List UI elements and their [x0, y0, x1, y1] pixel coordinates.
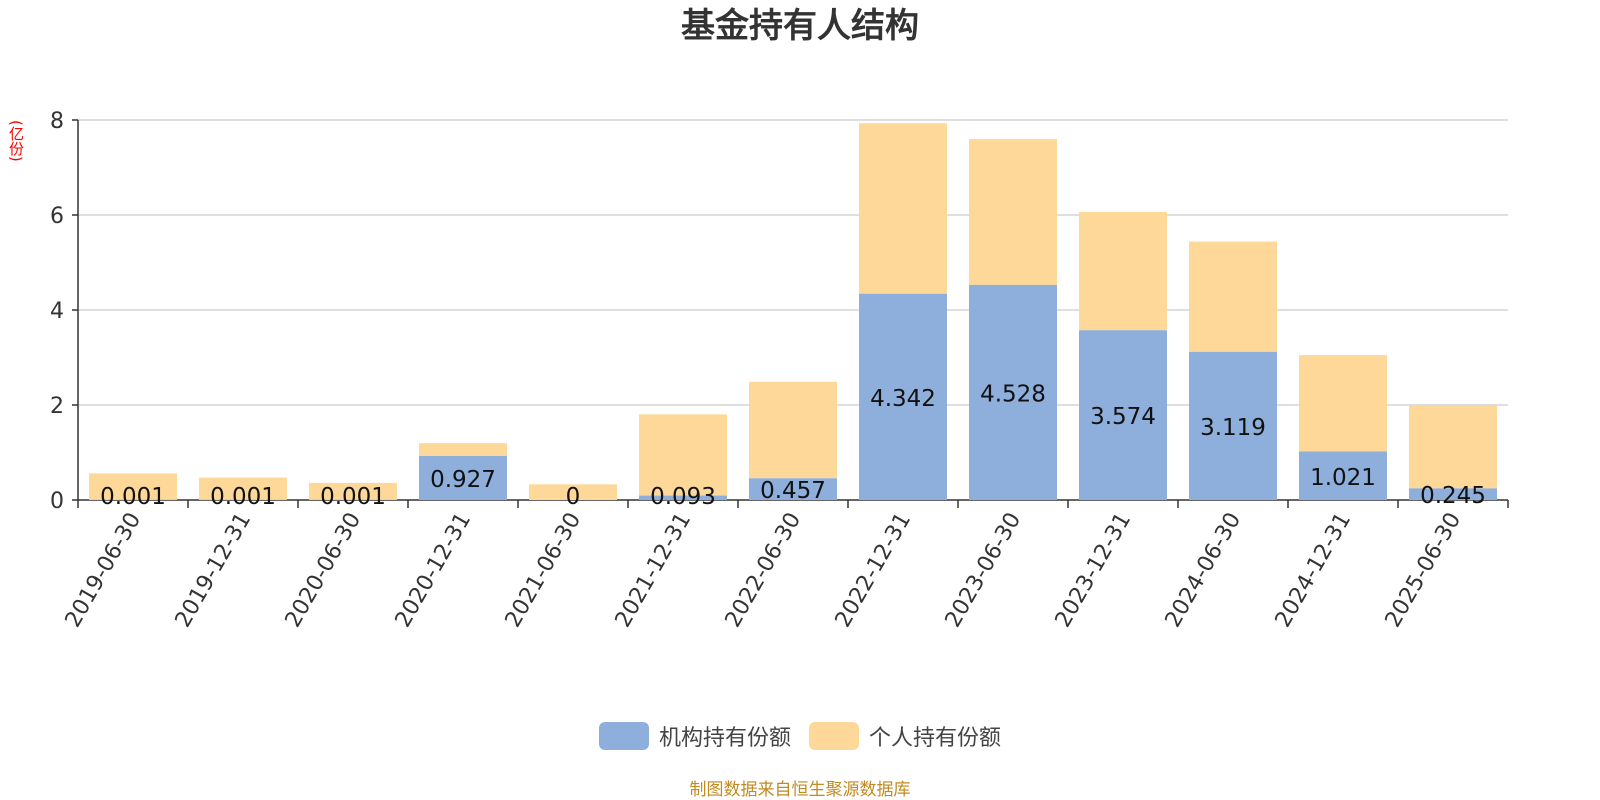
bar-individual — [199, 477, 287, 500]
legend-item-institution[interactable]: 机构持有份额 — [598, 720, 791, 752]
data-label-institution: 4.528 — [980, 381, 1046, 407]
x-tick-label: 2020-12-31 — [391, 509, 477, 632]
bar-individual — [89, 473, 177, 500]
x-tick-label: 2021-12-31 — [611, 509, 697, 632]
bar-individual — [1409, 405, 1497, 489]
data-label-institution: 0.001 — [100, 484, 166, 510]
y-tick-label: 6 — [50, 204, 64, 229]
y-tick-label: 0 — [50, 489, 64, 514]
y-tick-label: 4 — [50, 299, 64, 324]
data-label-institution: 0 — [566, 484, 581, 510]
data-label-institution: 4.342 — [870, 386, 936, 412]
bar-individual — [749, 381, 837, 479]
x-tick-label: 2020-06-30 — [281, 509, 367, 632]
data-label-institution: 0.927 — [430, 467, 496, 493]
y-tick-label: 8 — [50, 109, 64, 134]
bar-institution — [1189, 351, 1277, 500]
bar-institution — [969, 284, 1057, 500]
bar-individual — [1299, 355, 1387, 452]
x-tick-label: 2022-06-30 — [721, 509, 807, 632]
legend-label-institution: 机构持有份额 — [658, 726, 791, 751]
x-tick-label: 2021-06-30 — [501, 509, 587, 632]
y-axis-unit-label: (亿份) — [7, 120, 25, 162]
data-label-institution: 0.245 — [1420, 483, 1486, 509]
x-tick-label: 2023-12-31 — [1051, 509, 1137, 632]
data-label-institution: 0.093 — [650, 484, 716, 510]
bar-institution — [859, 293, 947, 500]
x-tick-label: 2019-12-31 — [171, 509, 257, 632]
bar-individual — [1189, 241, 1277, 352]
data-label-institution: 0.001 — [320, 484, 386, 510]
bar-institution — [749, 478, 837, 500]
bar-institution — [1299, 451, 1387, 500]
bar-individual — [859, 123, 947, 294]
legend-swatch-individual — [809, 722, 859, 750]
bar-institution — [1409, 488, 1497, 500]
stacked-bar-chart: 024680.0012019-06-300.0012019-12-310.001… — [50, 109, 1509, 632]
x-tick-label: 2022-12-31 — [831, 509, 917, 632]
x-tick-label: 2023-06-30 — [941, 509, 1027, 632]
data-label-institution: 3.574 — [1090, 404, 1156, 430]
legend-item-individual[interactable]: 个人持有份额 — [809, 720, 1001, 752]
x-tick-label: 2024-06-30 — [1161, 509, 1247, 632]
bar-individual — [309, 482, 397, 500]
data-label-institution: 0.001 — [210, 484, 276, 510]
chart-title: 基金持有人结构 — [681, 6, 919, 46]
bar-institution — [639, 495, 727, 500]
bar-individual — [639, 414, 727, 496]
bar-individual — [529, 484, 617, 500]
bar-individual — [1079, 211, 1167, 331]
x-tick-label: 2019-06-30 — [61, 509, 147, 632]
y-tick-label: 2 — [50, 394, 64, 419]
legend: 机构持有份额 个人持有份额 — [0, 720, 1600, 752]
data-source-note: 制图数据来自恒生聚源数据库 — [689, 780, 911, 800]
data-label-institution: 1.021 — [1310, 465, 1376, 491]
data-label-institution: 0.457 — [760, 478, 826, 504]
legend-label-individual: 个人持有份额 — [869, 726, 1002, 751]
data-label-institution: 3.119 — [1200, 415, 1266, 441]
x-tick-label: 2025-06-30 — [1381, 509, 1467, 632]
bar-individual — [969, 139, 1057, 285]
bar-institution — [419, 455, 507, 500]
bar-individual — [419, 443, 507, 456]
legend-swatch-institution — [598, 722, 649, 750]
x-tick-label: 2024-12-31 — [1271, 509, 1357, 632]
bar-institution — [1079, 330, 1167, 500]
